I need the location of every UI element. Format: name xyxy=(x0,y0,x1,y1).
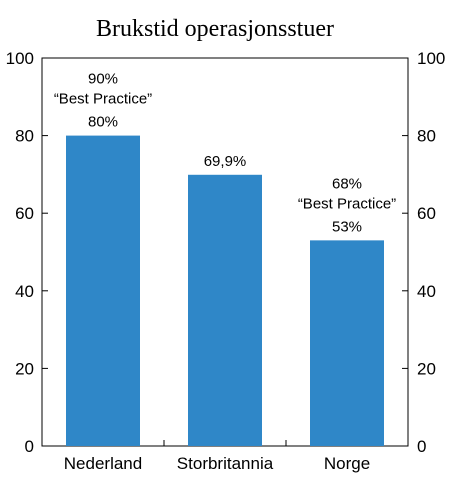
annotation-label: “Best Practice” xyxy=(298,195,396,212)
bar-storbritannia xyxy=(188,174,262,446)
y-tick-label-left: 80 xyxy=(15,127,34,146)
y-tick-label-right: 0 xyxy=(417,437,426,456)
axes: 0 0 20 20 40 40 60 60 80 80 100 100 xyxy=(6,49,446,456)
value-label: 53% xyxy=(332,218,362,235)
y-tick-label-right: 20 xyxy=(417,359,436,378)
y-tick-label-right: 40 xyxy=(417,282,436,301)
annotation-label: 90% xyxy=(88,71,118,88)
x-category-label: Norge xyxy=(324,454,370,473)
x-category-label: Nederland xyxy=(64,454,142,473)
y-tick-label-left: 20 xyxy=(15,359,34,378)
y-tick-label-left: 60 xyxy=(15,204,34,223)
y-tick-label-left: 40 xyxy=(15,282,34,301)
annotation-label: 68% xyxy=(332,175,362,192)
data-labels: Nederland 80% 90% “Best Practice” Storbritan… xyxy=(54,71,396,473)
y-tick-label-right: 100 xyxy=(417,49,445,68)
chart-title: Brukstid operasjonsstuer xyxy=(96,16,334,42)
annotation-label: “Best Practice” xyxy=(54,91,152,108)
y-tick-label-right: 60 xyxy=(417,204,436,223)
bar-nederland xyxy=(66,135,140,446)
value-label: 69,9% xyxy=(204,153,247,170)
bar-norge xyxy=(310,240,384,446)
x-category-label: Storbritannia xyxy=(177,454,274,473)
y-tick-label-right: 80 xyxy=(417,127,436,146)
bars xyxy=(66,135,384,446)
value-label: 80% xyxy=(88,114,118,131)
y-tick-label-left: 100 xyxy=(6,49,34,68)
y-tick-label-left: 0 xyxy=(25,437,34,456)
